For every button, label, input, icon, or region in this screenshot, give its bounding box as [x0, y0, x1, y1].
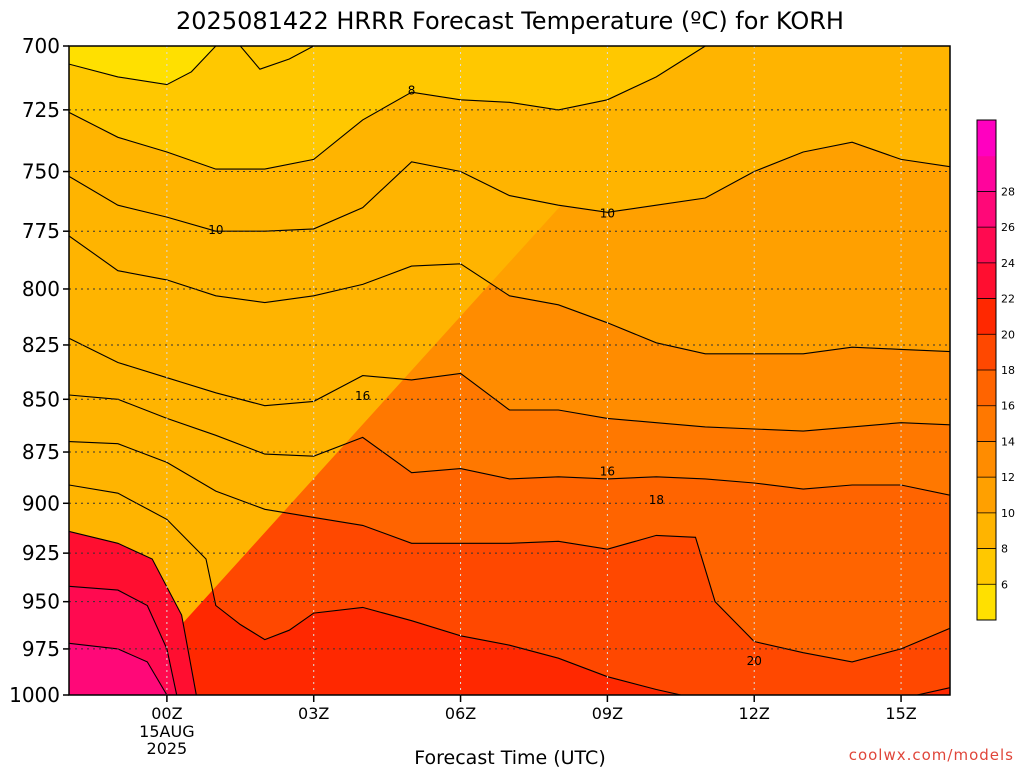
x-tick-label: 15Z	[885, 704, 916, 723]
y-tick-label: 950	[22, 590, 60, 614]
contour-label: 16	[600, 465, 615, 479]
y-tick-label: 925	[22, 541, 60, 565]
terrain-layer	[69, 700, 950, 729]
colorbar-label: 10	[1001, 507, 1015, 520]
colorbar-swatch	[977, 155, 996, 192]
y-tick-label: 825	[22, 333, 60, 357]
band-fill	[69, 46, 706, 170]
x-tick-label: 00Z	[151, 704, 182, 723]
y-axis: 700 725 750 775 800 825 850 875 900 925 950 975 1000	[9, 34, 69, 707]
colorbar-swatch	[977, 370, 996, 407]
isotherm-16	[69, 394, 950, 496]
contour-label: 16	[355, 389, 370, 403]
colorbar-label: 16	[1001, 400, 1015, 413]
y-tick-label: 900	[22, 491, 60, 515]
y-tick-label: 800	[22, 277, 60, 301]
isotherm-24	[69, 585, 178, 695]
y-tick-label: 1000	[9, 683, 60, 707]
isotherm-12	[69, 235, 950, 355]
temperature-fill-layer	[69, 46, 950, 695]
contour-label: 18	[649, 493, 664, 507]
colorbar-label: 8	[1001, 543, 1008, 556]
x-axis-label: Forecast Time (UTC)	[414, 747, 605, 768]
chart-title: 2025081422 HRRR Forecast Temperature (ºC…	[176, 7, 844, 35]
isotherm-8	[69, 46, 706, 170]
band-fill	[69, 485, 950, 695]
y-tick-label: 775	[22, 219, 60, 243]
colorbar-label: 18	[1001, 364, 1015, 377]
colorbar-label: 24	[1001, 257, 1015, 270]
x-tick-sublabel: 2025	[147, 739, 188, 758]
colorbar-label: 12	[1001, 471, 1015, 484]
contour-label-layer: 8 10 10 16 16 18 20	[208, 84, 762, 668]
isotherm-10	[69, 141, 950, 232]
contour-label: 8	[408, 84, 416, 98]
colorbar-label: 20	[1001, 328, 1015, 341]
isotherm-layer	[69, 46, 950, 729]
grid-layer	[69, 46, 950, 695]
y-tick-label: 750	[22, 160, 60, 184]
band-fill	[69, 643, 167, 695]
isotherm-18	[69, 441, 950, 663]
colorbar-swatch	[977, 191, 996, 228]
colorbar-label: 26	[1001, 221, 1015, 234]
band-fill	[69, 46, 216, 85]
contour-label: 10	[600, 206, 615, 220]
isotherm-20	[510, 704, 559, 729]
colorbar-swatch	[977, 405, 996, 442]
isotherm-26	[69, 642, 168, 695]
plot-area	[69, 46, 950, 729]
contour-label: 10	[208, 223, 223, 237]
isotherm-6	[69, 46, 217, 86]
colorbar-swatch	[977, 548, 996, 585]
isotherm-14	[69, 337, 950, 432]
isotherm-20	[69, 484, 950, 695]
colorbar-swatch	[977, 441, 996, 478]
colorbar-swatch	[977, 512, 996, 550]
y-tick-label: 700	[22, 34, 60, 58]
colorbar-swatch	[977, 584, 996, 621]
colorbar-label: 28	[1001, 185, 1015, 198]
colorbar-swatch	[977, 120, 996, 157]
colorbar-swatch	[977, 477, 996, 514]
x-tick-label: 09Z	[592, 704, 623, 723]
x-tick-sublabel: 15AUG	[139, 722, 194, 741]
y-tick-label: 975	[22, 637, 60, 661]
terrain-edge	[69, 708, 950, 730]
y-tick-label: 850	[22, 387, 60, 411]
band-fill	[69, 46, 706, 695]
isotherm-22	[240, 713, 264, 729]
x-tick-label: 12Z	[739, 704, 770, 723]
x-tick-label: 06Z	[445, 704, 476, 723]
plot-frame	[68, 45, 951, 696]
colorbar-swatch	[977, 262, 996, 300]
colorbar-swatch	[977, 227, 996, 264]
isotherm-6	[239, 46, 314, 70]
credit-link[interactable]: coolwx.com/models	[849, 746, 1014, 764]
colorbar-swatch	[977, 298, 996, 335]
y-tick-label: 725	[22, 98, 60, 122]
colorbar: 6 8 10 12 14 16 18 20 22 24 26 28	[976, 119, 1015, 621]
x-tick-label: 03Z	[298, 704, 329, 723]
colorbar-label: 14	[1001, 435, 1015, 448]
y-tick-label: 875	[22, 440, 60, 464]
contour-label: 20	[747, 654, 762, 668]
colorbar-label: 22	[1001, 293, 1015, 306]
terrain-surface	[69, 700, 950, 729]
colorbar-label: 6	[1001, 578, 1008, 591]
colorbar-swatch	[977, 334, 996, 371]
